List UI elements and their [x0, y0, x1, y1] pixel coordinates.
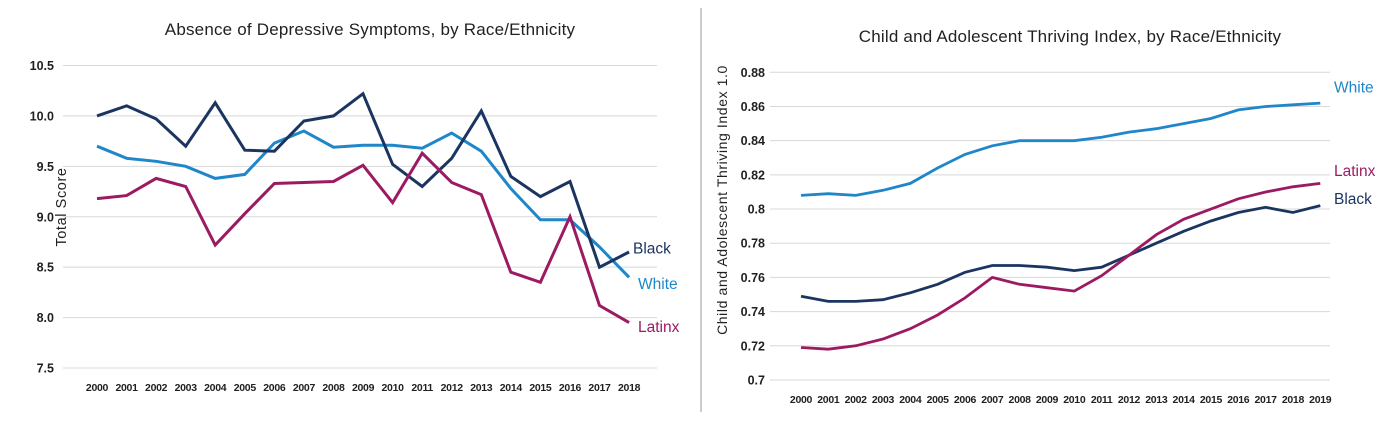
- x-tick-label: 2007: [293, 382, 316, 394]
- y-tick-label: 7.5: [37, 362, 54, 376]
- chart-title: Absence of Depressive Symptoms, by Race/…: [165, 20, 576, 39]
- legend-label-latinx: Latinx: [1334, 163, 1376, 180]
- y-tick-label: 0.7: [748, 374, 765, 388]
- x-tick-label: 2010: [382, 382, 405, 394]
- y-tick-label: 8.5: [37, 261, 54, 275]
- y-tick-label: 0.78: [741, 237, 765, 251]
- y-tick-label: 0.84: [741, 134, 765, 148]
- plot-area: 10.5 10.0 9.5 9.0 8.5 8.0 7.5 2000 2001 2002 2003 2…: [30, 59, 680, 394]
- x-tick-label: 2018: [1282, 394, 1305, 406]
- x-tick-label: 2003: [175, 382, 198, 394]
- x-tick-label: 2004: [204, 382, 227, 394]
- thriving-index-chart-panel: Child and Adolescent Thriving Index, by …: [700, 0, 1400, 428]
- y-tick-label: 0.8: [748, 203, 765, 217]
- chart-title: Child and Adolescent Thriving Index, by …: [859, 27, 1282, 46]
- series-line-white: [96, 129, 631, 279]
- series-line-latinx: [800, 182, 1321, 351]
- x-tick-label: 2014: [500, 382, 523, 394]
- x-tick-label: 2011: [1091, 394, 1113, 406]
- legend-label-black: Black: [1334, 191, 1372, 208]
- depressive-symptoms-chart: Absence of Depressive Symptoms, by Race/…: [30, 20, 680, 394]
- series-line-white: [800, 101, 1321, 197]
- x-tick-label: 2016: [559, 382, 582, 394]
- plot-area: 0.88 0.86 0.84 0.82 0.8 0.78 0.76 0.74 0.72 0.7 20…: [741, 66, 1376, 406]
- x-tick-label: 2012: [441, 382, 464, 394]
- y-tick-label: 0.88: [741, 66, 765, 80]
- x-tick-label: 2013: [1145, 394, 1168, 406]
- y-tick-label: 0.86: [741, 100, 765, 114]
- x-tick-label: 2019: [1309, 394, 1332, 406]
- panel-divider: [700, 8, 702, 412]
- x-tick-label: 2004: [899, 394, 922, 406]
- x-tick-label: 2005: [927, 394, 950, 406]
- x-tick-label: 2006: [954, 394, 977, 406]
- x-tick-label: 2002: [845, 394, 868, 406]
- x-tick-label: 2010: [1063, 394, 1086, 406]
- series-line-black: [96, 91, 630, 270]
- series-line-latinx: [96, 150, 630, 324]
- legend-label-white: White: [1334, 80, 1374, 97]
- x-tick-label: 2001: [817, 394, 840, 406]
- y-axis-label: Child and Adolescent Thriving Index 1.0: [714, 65, 730, 335]
- y-tick-label: 8.0: [37, 311, 54, 325]
- legend-label-latinx: Latinx: [638, 319, 680, 336]
- legend-label-white: White: [638, 276, 678, 293]
- x-tick-label: 2006: [263, 382, 286, 394]
- x-tick-label: 2005: [234, 382, 257, 394]
- x-tick-label: 2002: [145, 382, 168, 394]
- x-tick-label: 2009: [1036, 394, 1059, 406]
- x-tick-label: 2014: [1173, 394, 1196, 406]
- x-tick-label: 2000: [790, 394, 813, 406]
- x-tick-label: 2016: [1227, 394, 1250, 406]
- x-tick-label: 2008: [322, 382, 345, 394]
- y-axis-label: Total Score: [54, 167, 70, 246]
- depressive-symptoms-chart-panel: Absence of Depressive Symptoms, by Race/…: [30, 20, 680, 394]
- y-tick-label: 9.0: [37, 210, 54, 224]
- x-tick-label: 2001: [115, 382, 138, 394]
- y-tick-label: 0.74: [741, 305, 765, 319]
- x-tick-label: 2017: [1255, 394, 1278, 406]
- y-tick-label: 10.5: [30, 59, 54, 73]
- thriving-index-chart: Child and Adolescent Thriving Index, by …: [714, 27, 1376, 406]
- x-tick-label: 2009: [352, 382, 375, 394]
- x-tick-label: 2003: [872, 394, 895, 406]
- series-line-black: [800, 204, 1321, 303]
- x-tick-label: 2015: [529, 382, 552, 394]
- x-tick-label: 2007: [981, 394, 1004, 406]
- y-tick-label: 0.82: [741, 168, 765, 182]
- y-tick-label: 0.76: [741, 271, 765, 285]
- y-tick-label: 0.72: [741, 339, 765, 353]
- y-tick-label: 10.0: [30, 109, 54, 123]
- x-tick-label: 2015: [1200, 394, 1223, 406]
- x-tick-label: 2011: [411, 382, 433, 394]
- legend-label-black: Black: [633, 241, 671, 258]
- x-tick-label: 2017: [588, 382, 611, 394]
- x-tick-label: 2012: [1118, 394, 1141, 406]
- x-tick-label: 2008: [1009, 394, 1032, 406]
- x-tick-label: 2018: [618, 382, 641, 394]
- x-tick-label: 2000: [86, 382, 109, 394]
- x-tick-label: 2013: [470, 382, 493, 394]
- y-tick-label: 9.5: [37, 160, 54, 174]
